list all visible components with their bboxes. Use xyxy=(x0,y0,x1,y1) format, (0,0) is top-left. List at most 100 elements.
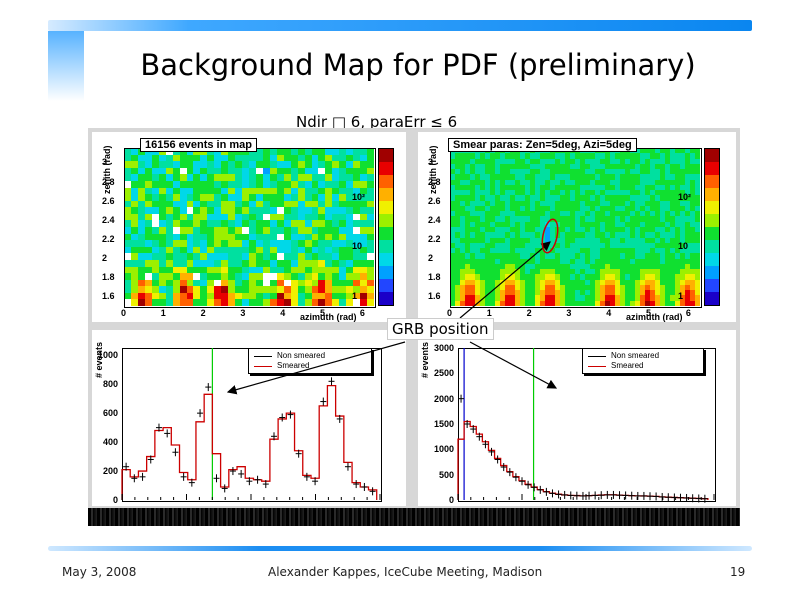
heatmap-cell xyxy=(165,279,174,287)
heatmap-cell xyxy=(600,300,606,306)
heatmap-cell xyxy=(505,284,511,291)
heatmap-cell xyxy=(585,179,591,186)
heatmap-cell xyxy=(585,248,591,254)
heatmap-cell xyxy=(635,211,641,218)
heatmap-cell xyxy=(262,167,271,175)
heatmap-cell xyxy=(540,163,546,170)
heatmap-cell xyxy=(615,290,621,297)
heatmap-cell xyxy=(353,167,361,175)
heatmap-cell xyxy=(346,161,354,169)
heatmap-cell xyxy=(485,190,491,196)
heatmap-cell xyxy=(151,174,160,182)
heatmap-cell xyxy=(480,232,486,239)
heatmap-cell xyxy=(555,269,561,275)
colorbar-tick-label: 1 xyxy=(352,290,358,301)
heatmap-cell xyxy=(158,233,167,241)
heatmap-cell xyxy=(555,195,561,202)
heatmap-cell xyxy=(455,300,461,306)
heatmap-cell xyxy=(570,290,576,297)
heatmap-cell xyxy=(495,190,501,196)
heatmap-cell xyxy=(535,295,541,302)
heatmap-cell xyxy=(560,300,566,306)
heatmap-cell xyxy=(620,290,626,297)
heatmap-cell xyxy=(565,169,571,175)
heatmap-cell xyxy=(500,174,506,181)
heatmap-cell xyxy=(695,148,700,154)
heatmap-cell xyxy=(228,299,236,306)
heatmap-cell xyxy=(304,167,313,175)
heatmap-cell xyxy=(525,179,531,186)
heatmap-cell xyxy=(665,290,671,297)
heatmap-cell xyxy=(610,279,616,286)
heatmap-cell xyxy=(186,286,195,294)
heatmap-cell xyxy=(615,300,621,306)
heatmap-cell xyxy=(480,269,486,275)
heatmap-cell xyxy=(560,216,566,223)
heatmap-cell xyxy=(367,286,374,294)
heatmap-cell xyxy=(665,174,671,181)
heatmap-cell xyxy=(172,233,181,241)
heatmap-cell xyxy=(635,227,641,233)
heatmap-cell xyxy=(228,213,236,221)
heatmap-cell xyxy=(570,195,576,202)
heatmap-cell xyxy=(353,227,361,235)
colorbar-segment xyxy=(379,179,393,185)
heatmap-cell xyxy=(535,200,541,207)
heatmap-cell xyxy=(255,259,264,268)
heatmap-cell xyxy=(620,269,626,275)
colorbar-segment xyxy=(379,253,393,258)
heatmap-cell xyxy=(680,237,686,244)
heatmap-cell xyxy=(620,211,626,218)
heatmap-cell xyxy=(165,161,174,169)
heatmap-cell xyxy=(670,195,676,202)
heatmap-cell xyxy=(685,284,691,291)
heatmap-cell xyxy=(580,221,586,228)
heatmap-cell xyxy=(625,232,631,239)
heatmap-cell xyxy=(685,237,691,244)
heatmap-cell xyxy=(555,237,561,244)
heatmap-cell xyxy=(555,158,561,165)
heatmap-cell xyxy=(242,227,250,235)
heatmap-cell xyxy=(480,248,486,254)
heatmap-cell xyxy=(249,174,257,182)
heatmap-cell xyxy=(505,169,511,175)
heatmap-cell xyxy=(610,211,616,218)
heatmap-cell xyxy=(455,263,461,270)
heatmap-cell xyxy=(276,299,285,306)
heatmap-cell xyxy=(530,263,536,270)
heatmap-cell xyxy=(465,184,471,191)
heatmap-cell xyxy=(460,163,466,170)
heatmap-cell xyxy=(525,295,531,302)
heatmap-cell xyxy=(495,290,501,297)
heatmap-cell xyxy=(610,258,616,265)
heatmap-cell xyxy=(675,200,681,207)
heatmap-cell xyxy=(470,205,476,212)
heatmap-cell xyxy=(585,284,591,291)
heatmap-cell xyxy=(620,253,626,260)
heatmap-cell xyxy=(630,184,636,191)
heatmap-cell xyxy=(475,153,481,160)
heatmap-cell xyxy=(610,184,616,191)
heatmap-cell xyxy=(515,258,521,265)
heatmap-cell xyxy=(297,246,306,254)
heatmap-cell xyxy=(585,253,591,260)
heatmap-cell xyxy=(290,240,299,248)
heatmap-cell xyxy=(650,269,656,275)
heatmap-cell xyxy=(650,195,656,202)
heatmap-cell xyxy=(124,194,132,202)
heatmap-cell xyxy=(495,200,501,207)
heatmap-cell xyxy=(560,174,566,181)
heatmap-cell xyxy=(630,300,636,306)
heatmap-cell xyxy=(555,211,561,218)
heatmap-cell xyxy=(605,258,611,265)
heatmap-cell xyxy=(585,200,591,207)
heatmap-cell xyxy=(332,213,340,221)
heatmap-cell xyxy=(625,211,631,218)
heatmap-cell xyxy=(610,263,616,270)
heatmap-cell xyxy=(630,258,636,265)
heatmap-cell xyxy=(680,258,686,265)
heatmap-cell xyxy=(690,237,696,244)
heatmap-cell xyxy=(605,163,611,170)
heatmap-cell xyxy=(595,263,601,270)
heatmap-cell xyxy=(560,184,566,191)
